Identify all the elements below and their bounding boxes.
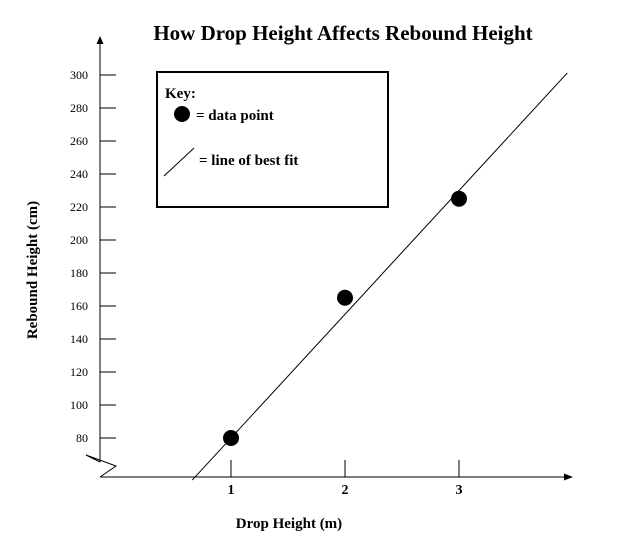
legend: Key: = data point = line of best fit (156, 71, 389, 208)
x-tick-label: 3 (456, 483, 463, 498)
x-axis-arrow (564, 473, 573, 481)
y-tick-label: 80 (76, 431, 88, 445)
data-point (223, 430, 239, 446)
y-tick-label: 200 (70, 233, 88, 247)
data-point (337, 289, 353, 306)
y-tick-label: 180 (70, 266, 88, 280)
y-tick-label: 260 (70, 134, 88, 148)
y-tick-label: 140 (70, 332, 88, 346)
x-tick-label: 1 (228, 483, 235, 498)
best-fit-line (191, 72, 568, 481)
x-axis-label: Drop Height (m) (236, 516, 342, 532)
chart-title: How Drop Height Affects Rebound Height (153, 21, 532, 45)
x-ticks: 1 2 3 (228, 460, 463, 498)
y-tick-label: 120 (70, 365, 88, 379)
legend-box (156, 71, 389, 208)
y-tick-label: 280 (70, 101, 88, 115)
y-tick-label: 240 (70, 167, 88, 181)
y-axis-label: Rebound Height (cm) (25, 201, 41, 339)
best-fit-line-group (191, 72, 568, 481)
y-tick-label: 100 (70, 398, 88, 412)
legend-dot-symbol (174, 106, 190, 122)
y-tick-label: 300 (70, 68, 88, 82)
axes (85, 36, 573, 481)
y-axis-break (85, 454, 118, 478)
data-points (223, 190, 467, 446)
y-tick-label: 160 (70, 299, 88, 313)
data-point (451, 190, 467, 207)
legend-item-data-point: = data point (196, 108, 274, 124)
legend-item-best-fit: = line of best fit (199, 153, 298, 169)
y-axis-arrow (96, 36, 104, 44)
x-tick-label: 2 (342, 483, 349, 498)
y-ticks: 80 100 120 140 160 180 200 220 240 260 280 300 (70, 68, 116, 445)
legend-title: Key: (165, 86, 196, 102)
legend-line-symbol (163, 147, 195, 177)
y-tick-label: 220 (70, 200, 88, 214)
